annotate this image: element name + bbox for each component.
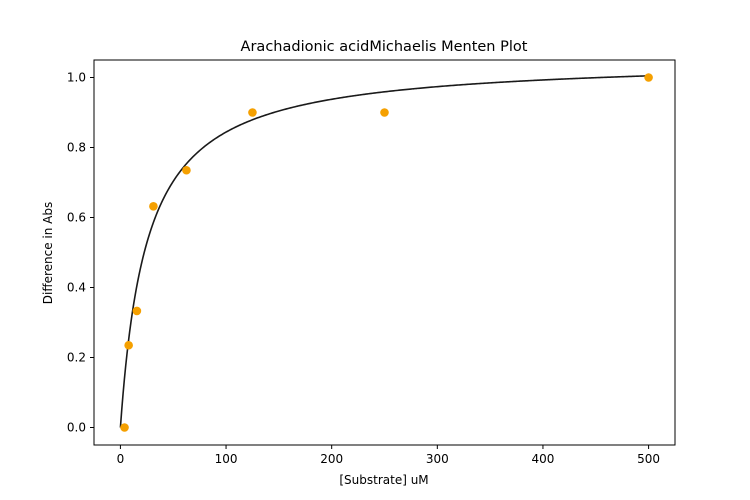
x-axis-ticks: 0 100 200 300 400 500 (117, 445, 660, 466)
y-tick-label: 0.0 (67, 421, 86, 435)
plot-background (94, 60, 675, 445)
fit-curve (119, 75, 649, 428)
y-tick-label: 0.8 (67, 141, 86, 155)
x-tick-label: 300 (426, 452, 449, 466)
y-tick-label: 0.2 (67, 351, 86, 365)
x-axis-label: [Substrate] uM (339, 473, 428, 487)
data-point (149, 202, 158, 211)
axes-spines (93, 59, 676, 446)
data-points-layer (120, 73, 653, 432)
chart-title: Arachadionic acidMichaelis Menten Plot (241, 39, 528, 55)
data-point (182, 165, 191, 175)
y-tick-label: 0.4 (67, 281, 86, 295)
fit-curve-layer (119, 75, 649, 428)
x-tick-label: 100 (215, 452, 238, 466)
y-axis-ticks: 0.0 0.2 0.4 0.6 0.8 1.0 (67, 71, 94, 435)
data-point (248, 108, 257, 117)
x-tick-label: 400 (532, 452, 555, 466)
axes-frame (93, 59, 676, 446)
y-tick-label: 1.0 (67, 71, 86, 85)
data-point (124, 340, 133, 350)
plot-area (94, 60, 675, 445)
y-tick-label: 0.6 (67, 211, 86, 225)
data-point (132, 306, 142, 316)
x-tick-label: 200 (320, 452, 343, 466)
x-tick-label: 0 (117, 452, 125, 466)
data-point (644, 73, 653, 82)
y-axis-label: Difference in Abs (41, 202, 55, 305)
data-point (380, 108, 389, 117)
data-point (120, 423, 129, 432)
x-tick-label: 500 (637, 452, 660, 466)
